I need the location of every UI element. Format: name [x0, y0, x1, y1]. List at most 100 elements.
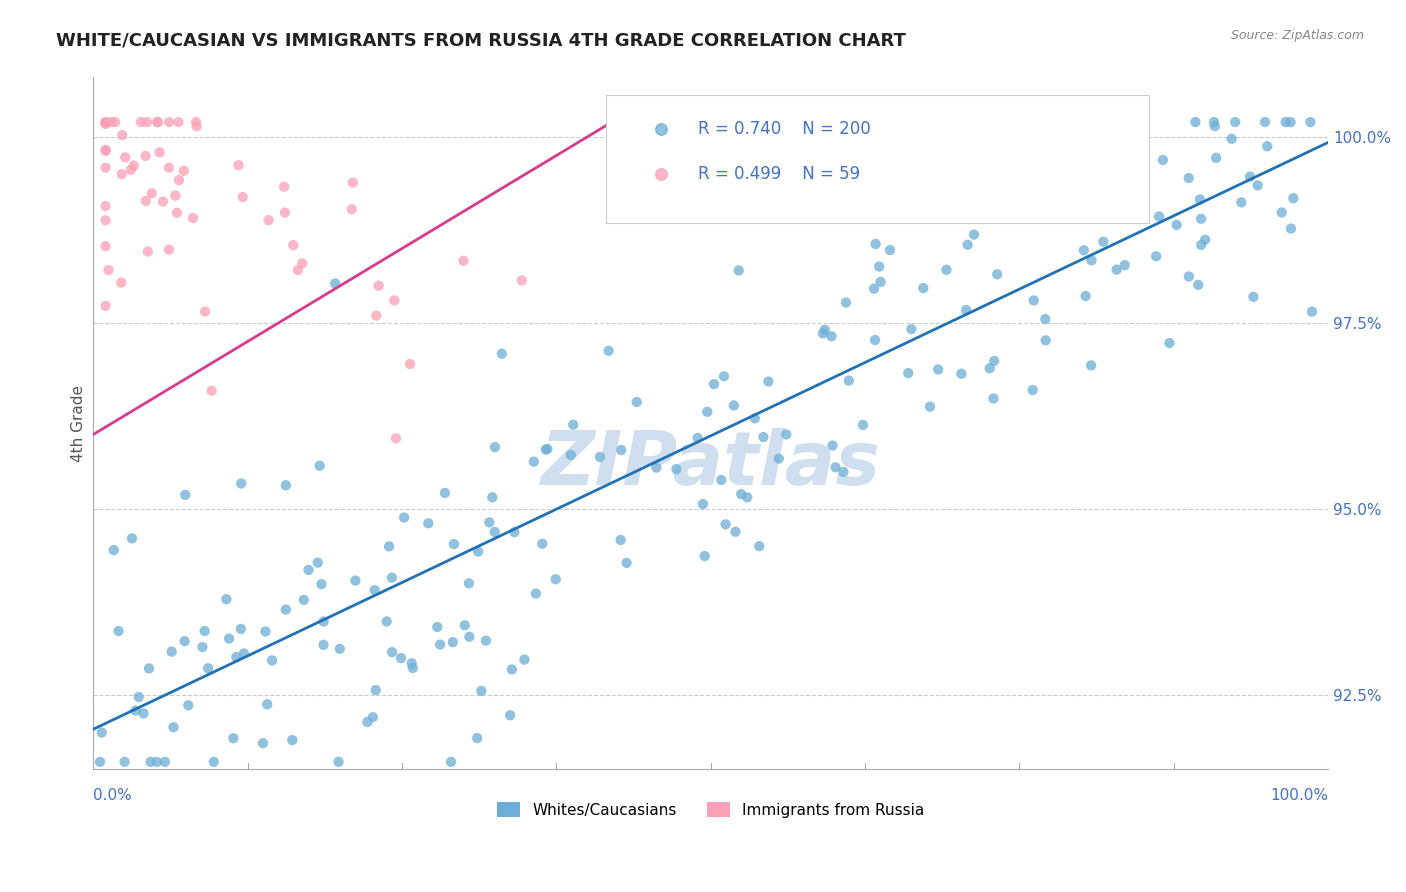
Point: [122, 159, 145, 173]
Point: [1045, 132, 1067, 146]
Point: [94, 213, 117, 227]
Point: [426, 620, 449, 634]
Point: [465, 731, 488, 745]
Point: [139, 755, 162, 769]
Point: [1205, 151, 1227, 165]
Point: [1202, 115, 1225, 129]
Legend: Whites/Caucasians, Immigrants from Russia: Whites/Caucasians, Immigrants from Russi…: [491, 796, 931, 824]
Point: [311, 577, 333, 591]
Point: [218, 632, 240, 646]
Point: [453, 253, 475, 268]
Text: R = 0.740    N = 200: R = 0.740 N = 200: [699, 120, 872, 138]
Point: [232, 647, 254, 661]
Point: [157, 243, 180, 257]
Point: [470, 684, 492, 698]
Point: [626, 395, 648, 409]
Point: [693, 549, 716, 563]
Point: [1274, 115, 1296, 129]
Point: [287, 263, 309, 277]
Point: [935, 262, 957, 277]
Point: [191, 640, 214, 654]
Point: [94, 199, 117, 213]
Point: [228, 158, 250, 172]
Point: [361, 710, 384, 724]
Point: [598, 343, 620, 358]
Point: [983, 354, 1005, 368]
FancyBboxPatch shape: [606, 95, 1149, 223]
Point: [863, 282, 886, 296]
Text: WHITE/CAUCASIAN VS IMMIGRANTS FROM RUSSIA 4TH GRADE CORRELATION CHART: WHITE/CAUCASIAN VS IMMIGRANTS FROM RUSSI…: [56, 31, 905, 49]
Point: [173, 634, 195, 648]
Point: [491, 347, 513, 361]
Point: [120, 162, 142, 177]
Point: [963, 227, 986, 242]
Point: [184, 115, 207, 129]
Point: [1080, 253, 1102, 268]
Point: [534, 442, 557, 457]
Point: [918, 400, 941, 414]
Y-axis label: 4th Grade: 4th Grade: [72, 384, 86, 462]
Point: [440, 755, 463, 769]
Point: [375, 615, 398, 629]
Point: [197, 661, 219, 675]
Point: [312, 638, 335, 652]
Point: [202, 755, 225, 769]
Point: [458, 630, 481, 644]
Text: R = 0.499    N = 59: R = 0.499 N = 59: [699, 165, 860, 183]
Point: [100, 115, 122, 129]
Point: [111, 167, 134, 181]
Point: [820, 329, 842, 343]
Point: [1271, 205, 1294, 219]
Point: [1022, 293, 1045, 308]
Point: [136, 115, 159, 129]
Point: [986, 267, 1008, 281]
Point: [160, 645, 183, 659]
Point: [381, 645, 404, 659]
Point: [344, 574, 367, 588]
Point: [90, 725, 112, 739]
Point: [1144, 249, 1167, 263]
Point: [1147, 210, 1170, 224]
Point: [254, 624, 277, 639]
Point: [1254, 115, 1277, 129]
Point: [1033, 312, 1056, 326]
Point: [308, 458, 330, 473]
Point: [146, 115, 169, 129]
Point: [478, 516, 501, 530]
Point: [307, 556, 329, 570]
Point: [727, 263, 749, 277]
Point: [589, 450, 612, 464]
Point: [950, 367, 973, 381]
Point: [104, 115, 127, 129]
Point: [367, 278, 389, 293]
Point: [177, 698, 200, 713]
Point: [1188, 193, 1211, 207]
Point: [107, 624, 129, 638]
Point: [441, 635, 464, 649]
Point: [292, 593, 315, 607]
Point: [1080, 359, 1102, 373]
Point: [821, 439, 844, 453]
Point: [94, 299, 117, 313]
Point: [454, 618, 477, 632]
Point: [135, 149, 157, 163]
Text: ZIPatlas: ZIPatlas: [541, 428, 880, 501]
Point: [869, 275, 891, 289]
Point: [222, 731, 245, 746]
Point: [256, 698, 278, 712]
Point: [399, 357, 422, 371]
Point: [382, 293, 405, 308]
Point: [433, 486, 456, 500]
Point: [955, 303, 977, 318]
Point: [562, 417, 585, 432]
Point: [981, 197, 1004, 211]
Point: [835, 295, 858, 310]
Point: [979, 361, 1001, 376]
Point: [536, 442, 558, 456]
Point: [153, 755, 176, 769]
Point: [1246, 178, 1268, 193]
Point: [1090, 145, 1112, 160]
Point: [103, 543, 125, 558]
Point: [194, 304, 217, 318]
Point: [713, 369, 735, 384]
